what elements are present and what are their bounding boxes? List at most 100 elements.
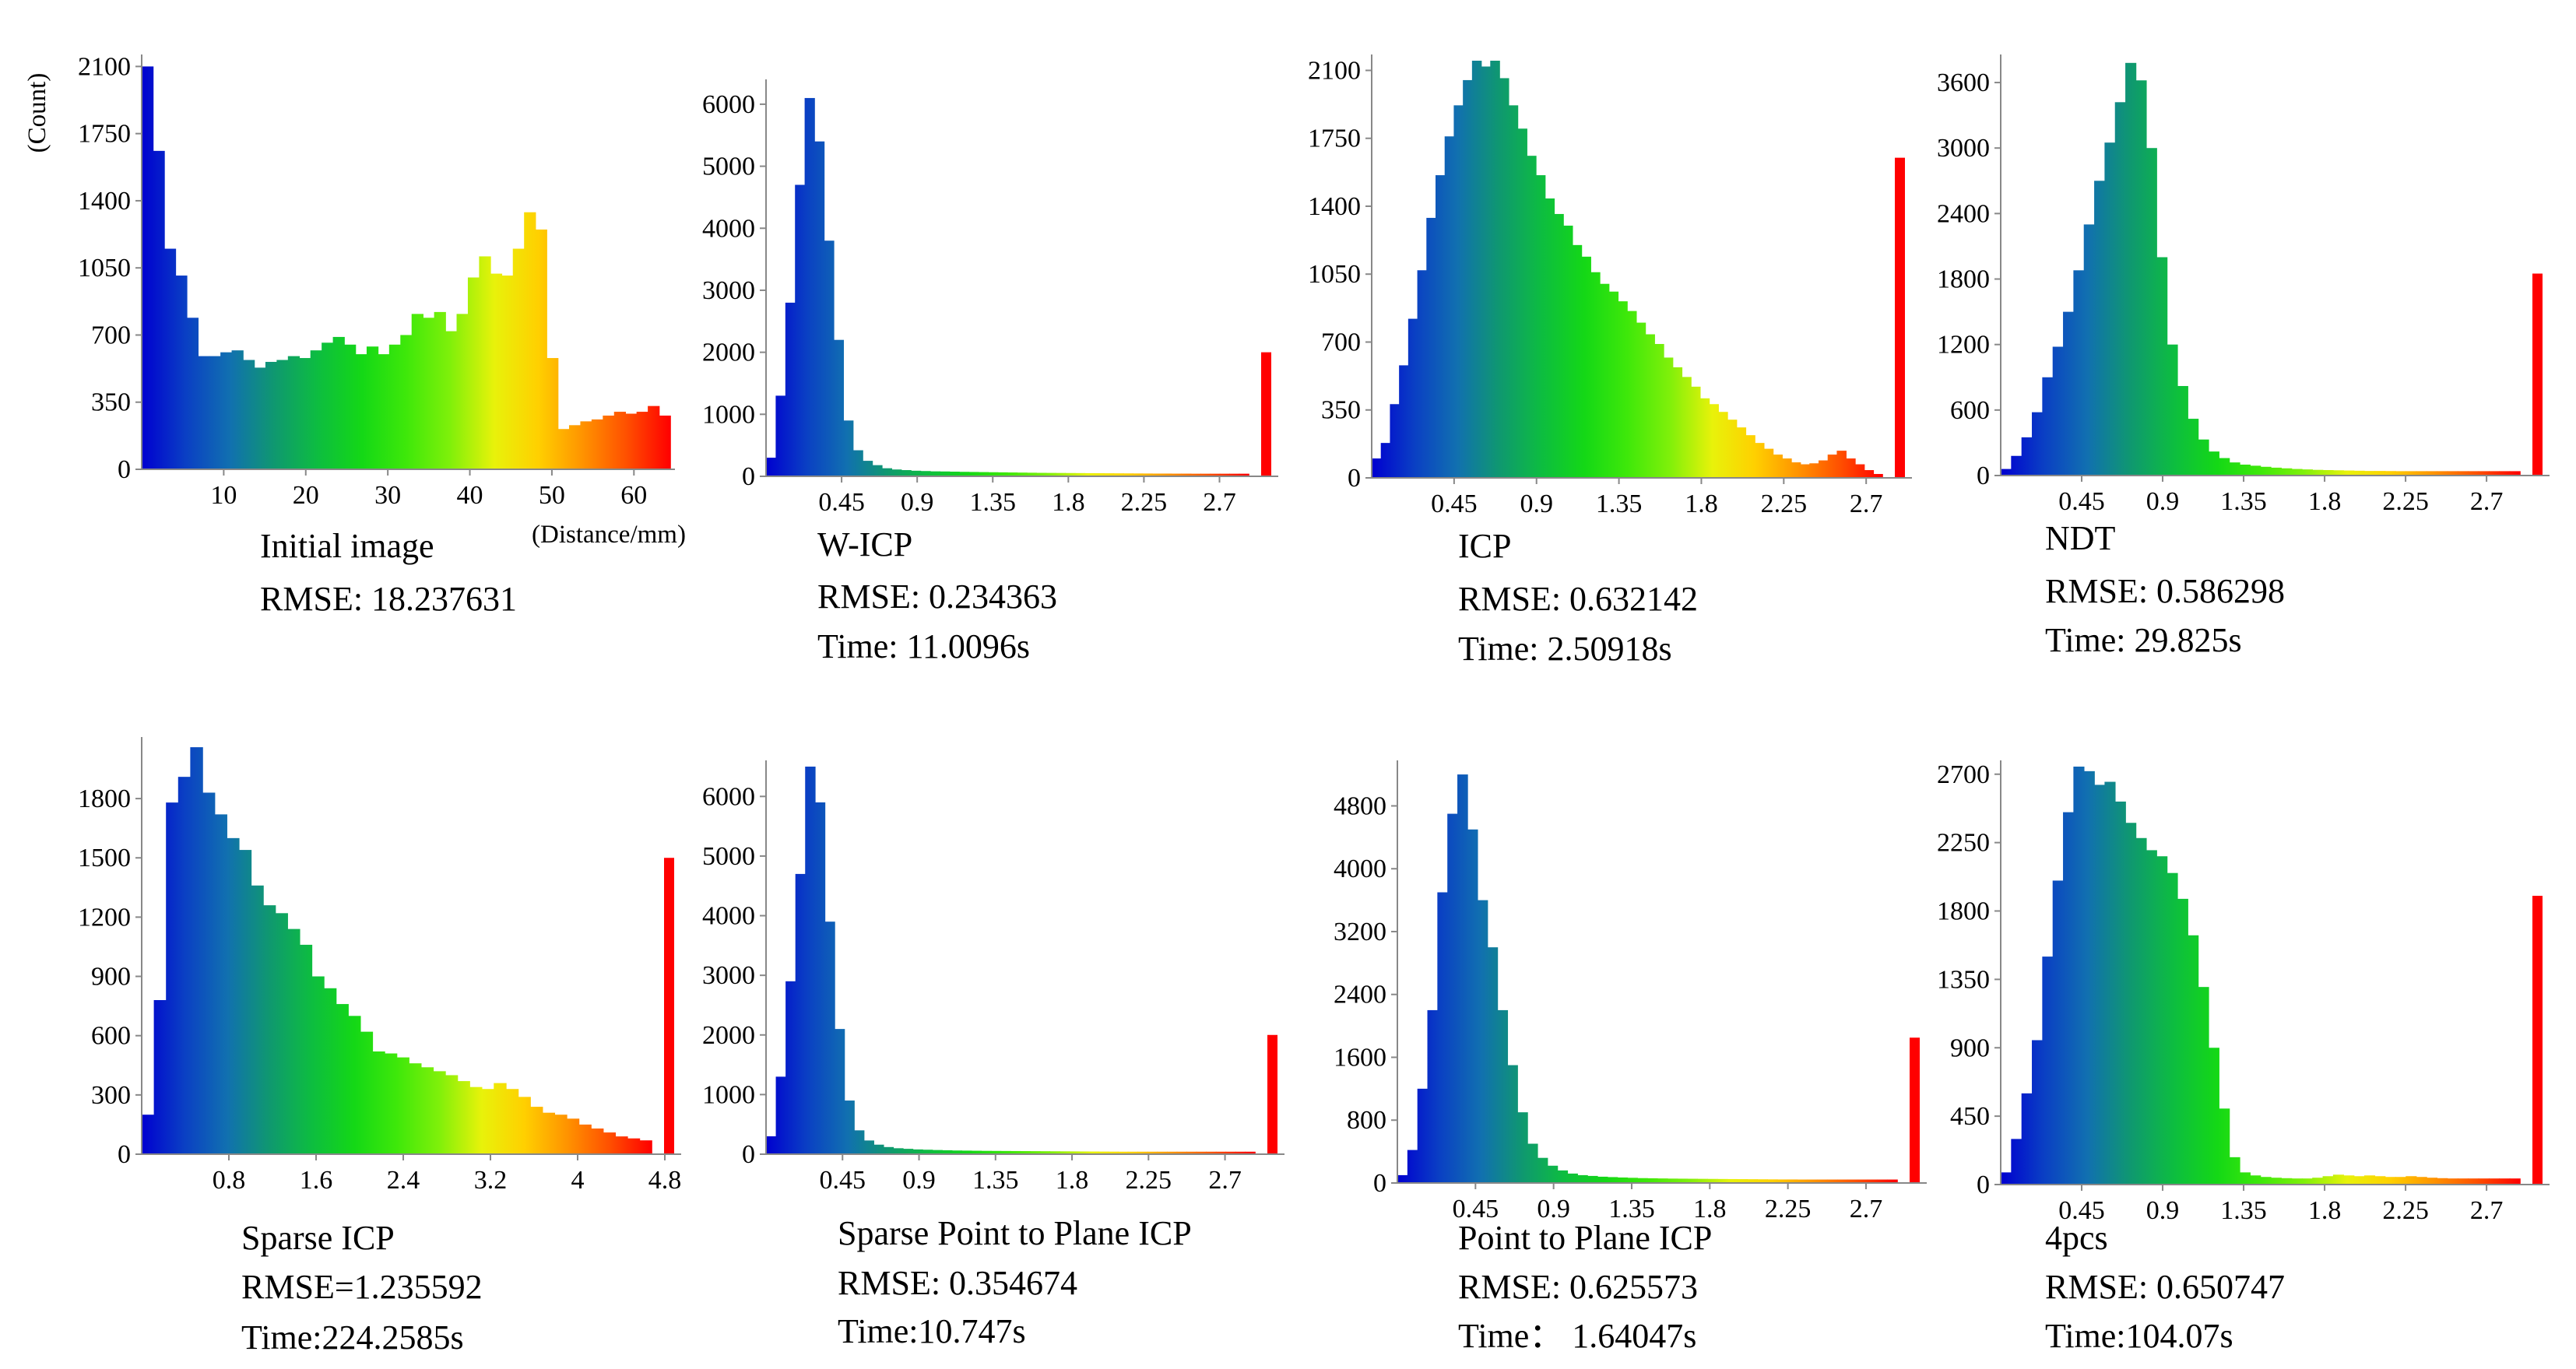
histogram-bar <box>2291 469 2303 476</box>
outlier-bar <box>2532 273 2543 476</box>
histogram-bar <box>310 350 322 469</box>
histogram-bar <box>557 429 570 469</box>
histogram-bar <box>2063 812 2075 1185</box>
histogram-bar <box>603 1132 617 1154</box>
histogram-bar <box>153 150 165 469</box>
histogram-bar <box>2260 466 2272 476</box>
histogram-bar <box>2177 385 2188 476</box>
histogram-bar <box>1545 198 1555 478</box>
histogram-bar <box>457 1081 470 1154</box>
histogram-bar <box>2509 471 2521 476</box>
histogram-bar <box>1767 1179 1778 1183</box>
y-tick-label: 4000 <box>702 214 755 243</box>
x-tick-label: 2.25 <box>1126 1166 1172 1195</box>
histogram-bar <box>227 837 240 1154</box>
panel-title: Sparse Point to Plane ICP <box>838 1214 1192 1252</box>
histogram-bar <box>1590 272 1601 478</box>
histogram-bar <box>2250 1175 2261 1185</box>
histogram-bar <box>795 184 806 477</box>
outlier-bar <box>1261 352 1271 476</box>
histogram-bar <box>1094 473 1105 476</box>
histogram-bar <box>434 311 446 469</box>
y-tick-label: 0 <box>1373 1169 1386 1198</box>
outlier-bar <box>1910 1037 1920 1183</box>
histogram-bar <box>1817 1179 1828 1183</box>
histogram-bar <box>766 458 777 476</box>
histogram-bar <box>2426 1178 2438 1185</box>
y-tick-label: 1750 <box>78 120 131 149</box>
histogram-bar <box>1687 1178 1698 1183</box>
x-tick-label: 1.8 <box>1056 1166 1089 1195</box>
histogram-bar <box>1229 473 1240 476</box>
y-tick-label: 1600 <box>1334 1043 1386 1072</box>
histogram-bar <box>814 802 826 1154</box>
histogram-bar <box>785 302 796 476</box>
histogram-bar <box>1846 458 1856 478</box>
rmse-label: RMSE: 18.237631 <box>260 580 517 618</box>
histogram-bar <box>542 1112 556 1154</box>
rmse-label: RMSE: 0.650747 <box>2045 1268 2285 1306</box>
histogram-bar <box>1157 1151 1168 1154</box>
x-tick-label: 1.35 <box>972 1166 1019 1195</box>
outlier-bar <box>1267 1034 1277 1154</box>
histogram-bar <box>1427 1009 1439 1183</box>
y-tick-label: 2100 <box>78 52 131 81</box>
histogram-bar <box>2125 823 2137 1185</box>
histogram-bar <box>2135 837 2147 1185</box>
histogram-bar <box>1444 136 1455 479</box>
panel-title: ICP <box>1458 527 1511 565</box>
histogram-bar <box>1672 367 1683 478</box>
histogram-bar <box>2343 470 2355 476</box>
histogram-panel: 0 1000 2000 3000 4000 5000 6000 0.45 0.9 1.35 1.8 2… <box>702 760 1284 1350</box>
histogram-bar <box>1867 1179 1878 1183</box>
histogram-bar <box>2353 1176 2365 1185</box>
histogram-bar <box>2208 451 2219 476</box>
histogram-bar <box>1645 334 1655 478</box>
histogram-bar <box>299 944 313 1154</box>
histogram-bar <box>883 1146 894 1154</box>
histogram-bar <box>1161 473 1172 476</box>
histogram-bar <box>1809 463 1819 478</box>
x-tick-label: 3.2 <box>474 1166 508 1195</box>
y-tick-label: 2000 <box>702 1021 755 1050</box>
histogram-bar <box>1699 398 1710 478</box>
histogram-panel: 0 800 1600 2400 3200 4000 4800 0.45 0.9 1.35 1.8 2.… <box>1334 760 1927 1355</box>
histogram-bar <box>2001 1172 2012 1185</box>
y-tick-label: 6000 <box>702 782 755 811</box>
histogram-bar <box>1727 1178 1738 1183</box>
histogram-bar <box>2052 346 2064 476</box>
histogram-bar <box>930 471 940 476</box>
histogram-bar <box>988 472 999 476</box>
y-tick-label: 300 <box>91 1081 131 1110</box>
histogram-bar <box>1436 175 1446 478</box>
time-label: Time:10.747s <box>838 1312 1026 1350</box>
rmse-label: RMSE: 0.586298 <box>2045 572 2285 610</box>
y-tick-label: 2100 <box>1308 56 1361 85</box>
histogram-bar <box>1056 472 1067 476</box>
histogram-bar <box>1807 1179 1819 1183</box>
histogram-bar <box>2032 1040 2044 1185</box>
y-tick-label: 3600 <box>1937 68 1990 97</box>
y-tick-label: 0 <box>742 462 755 491</box>
histogram-bar <box>872 465 883 476</box>
histogram-bar <box>1108 1151 1119 1154</box>
histogram-bar <box>1557 1170 1569 1183</box>
histogram-bar <box>1447 813 1458 1183</box>
histogram-bar <box>2395 471 2407 476</box>
x-tick-label: 2.7 <box>2470 1196 2504 1225</box>
histogram-bar <box>1637 1178 1648 1183</box>
histogram-bar <box>997 472 1008 476</box>
histogram-bar <box>942 1150 953 1154</box>
x-tick-label: 1.35 <box>1596 490 1643 518</box>
histogram-bar <box>2468 471 2479 476</box>
histogram-bar <box>1471 61 1482 478</box>
y-tick-label: 4000 <box>702 902 755 931</box>
x-tick-label: 4 <box>571 1166 585 1195</box>
histogram-bar <box>2332 470 2345 476</box>
histogram-bar <box>2384 471 2396 476</box>
histogram-bar <box>1581 256 1591 478</box>
histogram-bar <box>2114 801 2126 1185</box>
histogram-bar <box>814 141 825 476</box>
panel-title: 4pcs <box>2045 1219 2108 1257</box>
